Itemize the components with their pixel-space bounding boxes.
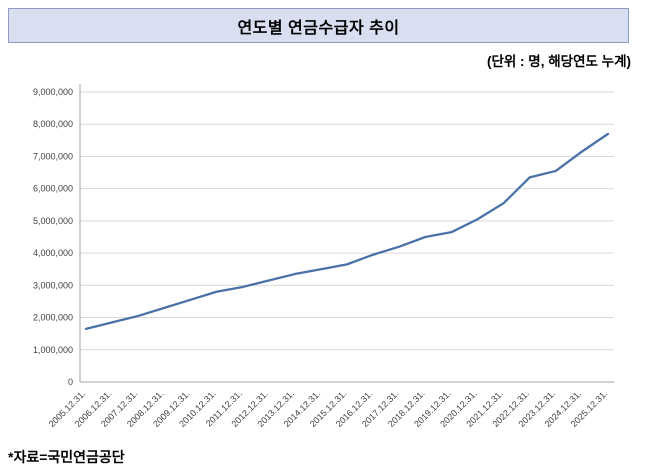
source-note: *자료=국민연금공단 <box>8 449 125 465</box>
y-axis-label: 5,000,000 <box>33 216 73 226</box>
unit-note: (단위 : 명, 해당연도 누계) <box>486 54 631 69</box>
chart-title: 연도별 연금수급자 추이 <box>237 19 400 37</box>
y-axis-label: 4,000,000 <box>33 248 73 258</box>
line-chart: 0 1,000,000 2,000,000 3,000,000 4,000,000 5,0… <box>6 72 656 444</box>
y-axis-label: 2,000,000 <box>33 313 73 323</box>
y-axis-label: 1,000,000 <box>33 345 73 355</box>
y-axis-label: 8,000,000 <box>33 119 73 129</box>
data-line <box>84 132 610 330</box>
chart-title-box: 연도별 연금수급자 추이 <box>8 8 629 43</box>
y-axis-label: 0 <box>68 377 73 387</box>
y-axis-label: 9,000,000 <box>33 87 73 97</box>
y-axis-label: 3,000,000 <box>33 280 73 290</box>
y-axis-label: 6,000,000 <box>33 184 73 194</box>
line-chart-svg: 0 1,000,000 2,000,000 3,000,000 4,000,000 5,0… <box>33 84 614 429</box>
y-axis-label: 7,000,000 <box>33 151 73 161</box>
